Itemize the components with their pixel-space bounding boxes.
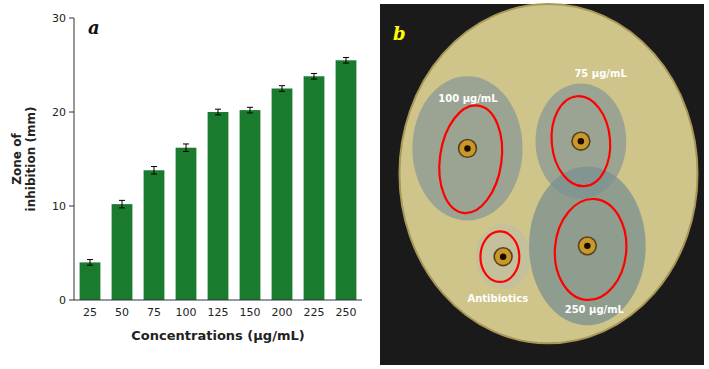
zone-outline (433, 101, 509, 217)
photo-label: 75 µg/mL (574, 68, 627, 79)
error-bar-stem (282, 86, 283, 92)
error-bar-cap (215, 109, 221, 110)
x-tick-label: 50 (115, 306, 129, 319)
bar (176, 148, 197, 300)
error-bar-cap (247, 112, 253, 113)
error-bar-cap (279, 85, 285, 86)
bar (80, 262, 101, 300)
error-bar-cap (279, 91, 285, 92)
y-axis-label-line: Zone of (10, 133, 24, 185)
error-bar-stem (186, 144, 187, 152)
well-hole (578, 138, 584, 144)
error-bar-stem (250, 107, 251, 113)
y-tick (69, 206, 74, 207)
x-tick-label: 250 (336, 306, 357, 319)
error-bar (119, 200, 125, 208)
zone-outline (548, 94, 614, 189)
error-bar-cap (183, 143, 189, 144)
zone-outline (551, 196, 631, 303)
error-bar-stem (154, 167, 155, 175)
error-bar-cap (343, 57, 349, 58)
error-bar (279, 86, 285, 92)
x-axis-label: Concentrations (µg/mL) (131, 328, 304, 343)
error-bar (343, 57, 349, 63)
error-bar-cap (119, 207, 125, 208)
x-tick-label: 225 (304, 306, 325, 319)
error-bar-stem (314, 73, 315, 79)
bar (240, 110, 261, 300)
error-bar-stem (90, 260, 91, 266)
inhibition-zone (476, 224, 531, 289)
chart-root: 0 10 20 30 25 50 75 100 125 150 200 225 250 Concentra… (0, 0, 709, 369)
well (573, 133, 589, 149)
error-bar (183, 144, 189, 152)
well-hole (500, 253, 506, 259)
error-bar-cap (151, 166, 157, 167)
error-bar-cap (183, 151, 189, 152)
bar (272, 89, 293, 301)
zone-outline (480, 231, 519, 282)
well-hole (464, 145, 470, 151)
well-hole (584, 243, 590, 249)
error-bar (247, 107, 253, 113)
error-bar (87, 260, 93, 266)
error-bar-cap (247, 107, 253, 108)
panel-label: b (393, 23, 406, 44)
well (459, 140, 475, 156)
y-axis-label-line: inhibition (mm) (24, 107, 38, 212)
panel-label: a (88, 17, 100, 38)
error-bar-stem (346, 57, 347, 63)
error-bar-cap (311, 73, 317, 74)
y-tick-label: 20 (52, 106, 66, 119)
error-bar-cap (215, 114, 221, 115)
bar (304, 76, 325, 300)
y-tick-label: 30 (52, 12, 66, 25)
y-tick (69, 18, 74, 19)
well-ring (571, 131, 590, 150)
inhibition-zone (412, 76, 522, 220)
error-bar (311, 73, 317, 79)
x-tick-label: 25 (83, 306, 97, 319)
inhibition-zone (529, 166, 646, 325)
y-tick-label: 0 (59, 294, 66, 307)
error-bar (151, 167, 157, 175)
well-ring (458, 139, 477, 158)
x-axis (74, 300, 362, 301)
bars (80, 57, 357, 300)
plate (399, 4, 697, 343)
error-bar-cap (151, 174, 157, 175)
x-tick-label: 150 (240, 306, 261, 319)
photo-background (380, 4, 704, 365)
error-bar-cap (343, 63, 349, 64)
bar (144, 170, 165, 300)
error-bar (215, 109, 221, 115)
photo-label: 250 µg/mL (565, 304, 625, 315)
x-tick-label: 200 (272, 306, 293, 319)
x-tick-label: 100 (176, 306, 197, 319)
y-axis-label: Zone ofinhibition (mm) (10, 107, 38, 212)
error-bar-cap (119, 200, 125, 201)
y-tick-label: 10 (52, 200, 66, 213)
y-axis (74, 18, 75, 300)
y-tick (69, 112, 74, 113)
y-tick (69, 300, 74, 301)
error-bar-cap (311, 79, 317, 80)
error-bar-stem (122, 200, 123, 208)
well (579, 238, 595, 254)
bar (112, 204, 133, 300)
photo-label: 100 µg/mL (438, 93, 498, 104)
well-ring (493, 247, 512, 266)
bar (208, 112, 229, 300)
x-tick-label: 75 (147, 306, 161, 319)
error-bar-stem (218, 109, 219, 115)
well (495, 249, 511, 265)
photo-panel: 100 µg/mL 75 µg/mL Antibiotics 250 µg/mL b (380, 4, 704, 365)
error-bar-cap (87, 259, 93, 260)
well-ring (578, 236, 597, 255)
x-tick-label: 125 (208, 306, 229, 319)
photo-label: Antibiotics (467, 293, 528, 304)
bar (336, 60, 357, 300)
error-bar-cap (87, 265, 93, 266)
